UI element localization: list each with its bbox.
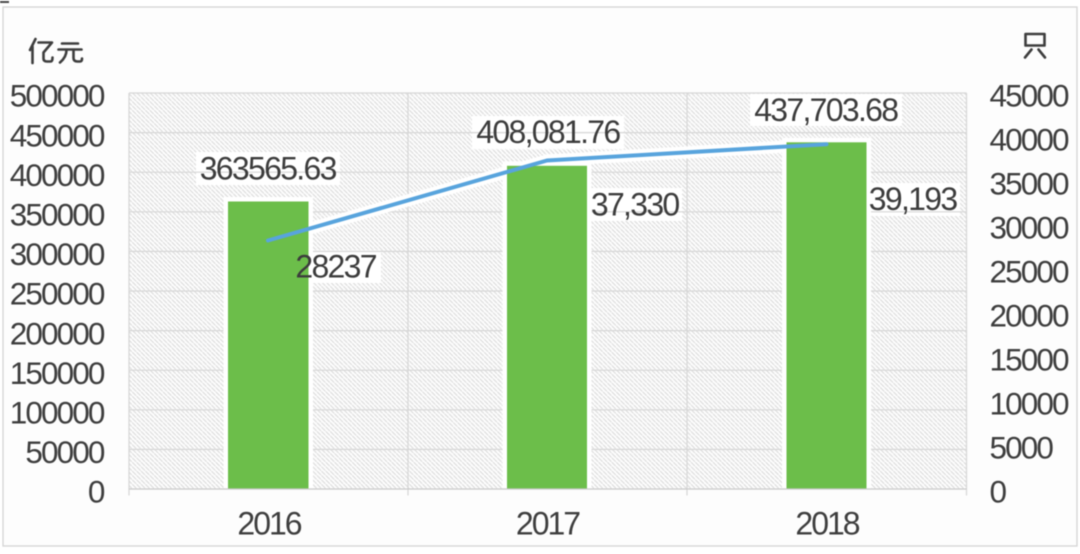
svg-text:45000: 45000 (990, 78, 1069, 114)
svg-text:437,703.68: 437,703.68 (754, 92, 898, 128)
svg-text:35000: 35000 (990, 166, 1069, 202)
svg-text:39,193: 39,193 (869, 181, 958, 217)
svg-text:408,081.76: 408,081.76 (476, 114, 620, 150)
svg-text:250000: 250000 (10, 276, 105, 312)
svg-text:200000: 200000 (10, 315, 105, 351)
svg-text:350000: 350000 (10, 197, 105, 233)
svg-text:15000: 15000 (990, 342, 1069, 378)
svg-text:363565.63: 363565.63 (200, 151, 337, 187)
svg-text:50000: 50000 (25, 434, 104, 470)
svg-text:20000: 20000 (990, 298, 1069, 334)
svg-text:0: 0 (990, 474, 1007, 510)
svg-text:500000: 500000 (10, 78, 105, 114)
svg-text:37,330: 37,330 (591, 186, 680, 222)
svg-text:5000: 5000 (990, 430, 1054, 466)
svg-text:28237: 28237 (295, 248, 376, 284)
svg-text:450000: 450000 (10, 117, 105, 153)
svg-text:2016: 2016 (237, 506, 301, 542)
svg-text:400000: 400000 (10, 157, 105, 193)
svg-text:2018: 2018 (795, 506, 859, 542)
svg-text:2017: 2017 (516, 506, 580, 542)
svg-text:25000: 25000 (990, 254, 1069, 290)
svg-text:10000: 10000 (990, 386, 1069, 422)
svg-text:30000: 30000 (990, 210, 1069, 246)
svg-text:40000: 40000 (990, 122, 1069, 158)
svg-text:150000: 150000 (10, 355, 105, 391)
svg-text:300000: 300000 (10, 236, 105, 272)
svg-text:100000: 100000 (10, 395, 105, 431)
svg-text:0: 0 (88, 474, 105, 510)
